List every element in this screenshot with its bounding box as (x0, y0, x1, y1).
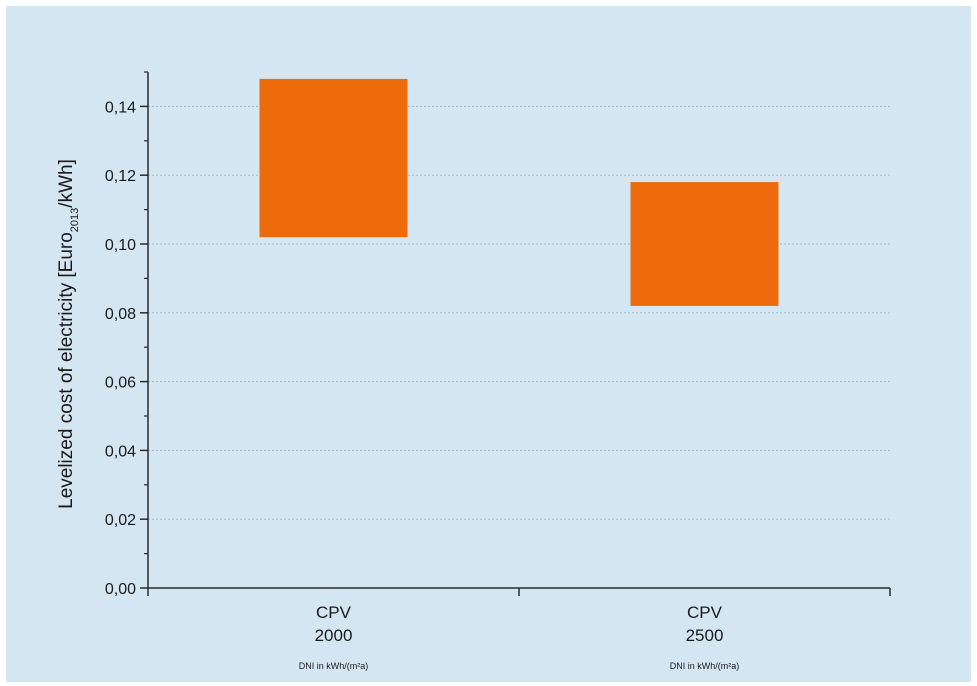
category-sublabel-2: DNI in kWh/(m²a) (670, 661, 740, 671)
x-ticks: CPV 2000 DNI in kWh/(m²a) CPV 2500 DNI in kWh… (147, 588, 891, 671)
y-tick-label-5: 0,10 (105, 237, 136, 254)
category-label-1-line-1: CPV (316, 603, 352, 622)
y-axis-title: Levelized cost of electricity [Euro2013/… (56, 159, 81, 509)
chart-background (6, 6, 971, 682)
y-axis-title-main: Levelized cost of electricity [Euro (56, 232, 77, 509)
axes (147, 72, 890, 589)
bars (259, 78, 779, 306)
y-tick-label-4: 0,08 (105, 306, 136, 323)
bar-1 (259, 78, 408, 238)
y-tick-label-6: 0,12 (105, 168, 136, 185)
y-axis-title-unit: /kWh] (56, 159, 77, 208)
y-tick-label-7: 0,14 (105, 99, 136, 116)
gridlines (148, 105, 890, 520)
category-label-2-line-1: CPV (687, 603, 723, 622)
y-tick-label-3: 0,06 (105, 375, 136, 392)
bar-2 (630, 182, 779, 306)
y-axis-title-subscript: 2013 (69, 208, 81, 232)
category-sublabel-1: DNI in kWh/(m²a) (299, 661, 369, 671)
y-ticks: 0,00 0,02 0,04 0,06 0,08 0,10 0,12 0,14 (105, 71, 148, 598)
y-tick-label-1: 0,02 (105, 512, 136, 529)
category-label-1-line-2: 2000 (315, 626, 353, 645)
y-tick-label-0: 0,00 (105, 581, 136, 598)
y-tick-label-2: 0,04 (105, 443, 136, 460)
category-label-2-line-2: 2500 (686, 626, 724, 645)
